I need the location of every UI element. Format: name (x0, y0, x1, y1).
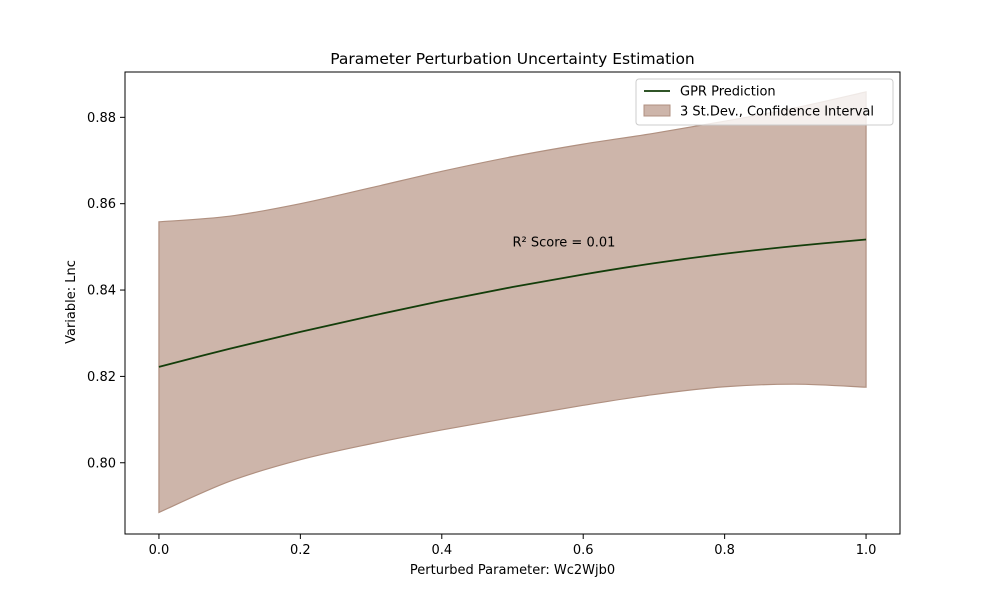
x-axis-title: Perturbed Parameter: Wc2Wjb0 (410, 563, 615, 578)
y-axis: 0.80 0.82 0.84 0.86 0.88 (87, 111, 125, 471)
x-tick-label: 0.8 (714, 543, 735, 558)
x-tick-label: 1.0 (856, 543, 877, 558)
legend-label-gpr-prediction: GPR Prediction (680, 85, 776, 100)
r2-score-annotation: R² Score = 0.01 (513, 236, 616, 251)
y-tick-label: 0.86 (87, 197, 116, 212)
legend-band-swatch (643, 104, 671, 117)
confidence-band-layer (158, 91, 867, 514)
x-tick-label: 0.0 (149, 543, 170, 558)
x-axis: 0.0 0.2 0.4 0.6 0.8 1.0 (149, 534, 877, 558)
legend-box (635, 78, 894, 126)
annotation-layer: R² Score = 0.01 (513, 236, 616, 251)
gpr-prediction-line (158, 238, 867, 368)
confidence-interval-band (158, 91, 867, 514)
y-tick-label: 0.84 (87, 284, 116, 299)
legend-label-confidence-interval: 3 St.Dev., Confidence Interval (680, 105, 874, 120)
x-tick-label: 0.4 (431, 543, 452, 558)
x-tick-label: 0.2 (290, 543, 311, 558)
plot-area-frame (124, 71, 901, 535)
prediction-line-layer (158, 238, 867, 368)
y-tick-label: 0.80 (87, 456, 116, 471)
y-tick-label: 0.82 (87, 370, 116, 385)
y-axis-title: Variable: Lnc (64, 260, 79, 344)
legend: GPR Prediction 3 St.Dev., Confidence Inte… (635, 78, 894, 126)
chart-title: Parameter Perturbation Uncertainty Estim… (330, 50, 695, 68)
x-tick-label: 0.6 (573, 543, 594, 558)
y-tick-label: 0.88 (87, 111, 116, 126)
